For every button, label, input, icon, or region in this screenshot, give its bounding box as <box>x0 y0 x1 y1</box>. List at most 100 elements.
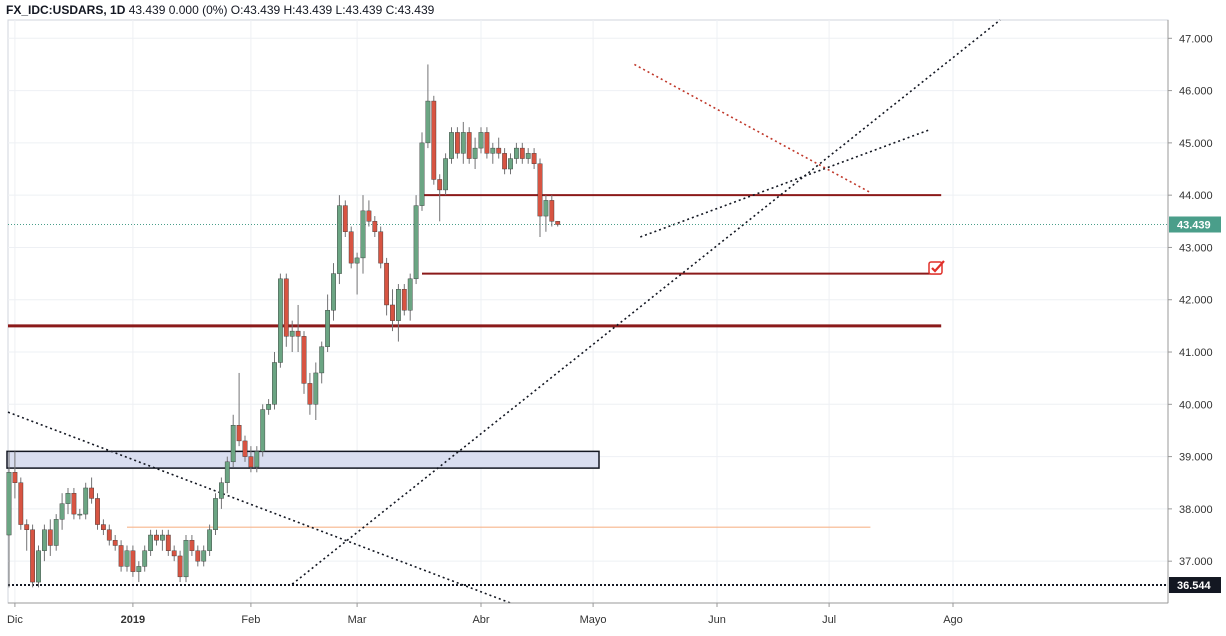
last-price-badge-label: 43.439 <box>1177 219 1211 231</box>
candle-body <box>254 451 260 468</box>
x-tick-label: Mar <box>348 614 367 626</box>
chart-header: FX_IDC:USDARS, 1D 43.439 0.000 (0%) O:43… <box>6 3 435 17</box>
candle-body <box>514 147 519 159</box>
candle-body <box>401 289 407 311</box>
candle-body <box>342 205 348 232</box>
low-level-badge <box>1169 577 1221 594</box>
x-tick-label: Ago <box>943 614 963 626</box>
candle-body <box>130 550 136 572</box>
candle-body <box>519 147 525 159</box>
candle-body <box>6 472 12 536</box>
y-tick-label: 47.000 <box>1179 33 1213 45</box>
checkmark-icon <box>928 261 943 275</box>
candle-body <box>213 498 218 530</box>
candle-body <box>278 278 283 363</box>
overlays-layer <box>928 260 945 275</box>
candle-body <box>331 273 336 311</box>
candle-body <box>484 132 490 154</box>
x-tick-label: 2019 <box>121 614 145 626</box>
candle-body <box>455 132 460 154</box>
candle-body <box>390 304 395 321</box>
candle-body <box>443 158 448 191</box>
candle-body <box>295 330 301 337</box>
x-tick-label: Mayo <box>580 614 607 626</box>
candle-body <box>337 205 342 274</box>
candle-body <box>18 482 24 525</box>
candle-body <box>425 100 431 144</box>
candle-body <box>218 482 224 499</box>
candle-body <box>460 132 466 154</box>
candle-body <box>171 550 177 557</box>
ohlc-values: O:43.439 H:43.439 L:43.439 C:43.439 <box>230 3 435 17</box>
candle-body <box>65 492 71 504</box>
x-tick-label: Jul <box>822 614 836 626</box>
candle-body <box>313 372 319 405</box>
candle-body <box>307 383 313 405</box>
candle-body <box>71 492 77 515</box>
candle-body <box>12 472 18 483</box>
checkmark-stroke <box>931 260 945 273</box>
candle-body <box>360 210 366 259</box>
y-tick-label: 38.000 <box>1179 504 1213 516</box>
candle-body <box>319 346 325 374</box>
candles-layer <box>6 64 561 588</box>
y-tick-label: 44.000 <box>1179 190 1213 202</box>
candle-body <box>136 566 142 572</box>
candle-body <box>301 336 307 384</box>
candle-body <box>325 309 330 347</box>
candle-body <box>354 257 360 264</box>
candle-body <box>384 262 389 306</box>
candle-body <box>24 524 30 530</box>
candle-body <box>53 519 59 546</box>
candle-body <box>183 540 189 578</box>
candle-body <box>42 529 47 551</box>
candle-body <box>496 147 502 154</box>
candle-body <box>242 440 248 457</box>
symbol-label: FX_IDC:USDARS <box>6 3 104 17</box>
low-level-badge-label: 36.544 <box>1177 580 1212 592</box>
y-tick-label: 42.000 <box>1179 295 1213 307</box>
candle-body <box>478 132 484 149</box>
candle-body <box>543 200 549 217</box>
candle-body <box>555 221 561 225</box>
candle-body <box>154 534 159 541</box>
candle-body <box>437 179 443 191</box>
candle-body <box>30 529 35 583</box>
candle-body <box>348 231 354 264</box>
price-axis[interactable]: 37.000 38.000 39.000 40.000 41.000 42.000 43.0… <box>1167 20 1221 603</box>
candle-body <box>508 158 513 170</box>
candle-body <box>289 330 295 337</box>
candle-body <box>396 289 401 321</box>
candle-body <box>413 205 419 280</box>
candle-body <box>165 534 171 551</box>
candle-body <box>201 550 207 562</box>
candle-body <box>372 221 378 232</box>
time-axis[interactable]: Dic 2019 Feb Mar Abr Mayo Jun Jul Ago <box>7 602 1168 626</box>
candle-body <box>148 534 153 551</box>
candle-body <box>260 409 266 452</box>
plot-frame <box>7 19 1169 604</box>
candle-body <box>224 461 230 483</box>
y-tick-label: 43.000 <box>1179 242 1213 254</box>
candle-body <box>407 278 413 311</box>
candle-body <box>549 200 555 222</box>
candle-body <box>236 425 242 442</box>
candle-body <box>378 231 384 264</box>
candle-body <box>159 534 165 541</box>
candle-body <box>189 540 195 551</box>
candle-body <box>525 153 531 159</box>
candle-body <box>59 503 65 520</box>
candle-body <box>472 147 478 159</box>
candle-body <box>248 456 254 468</box>
candle-body <box>106 529 112 541</box>
candle-body <box>195 550 201 562</box>
y-tick-label: 41.000 <box>1179 347 1213 359</box>
interval-label: 1D <box>110 3 126 17</box>
candle-body <box>118 545 124 567</box>
candle-body <box>531 153 537 164</box>
candle-body <box>431 100 437 180</box>
last-price-badge <box>1169 216 1221 233</box>
candle-body <box>207 529 212 551</box>
drawings-layer <box>6 19 1168 604</box>
